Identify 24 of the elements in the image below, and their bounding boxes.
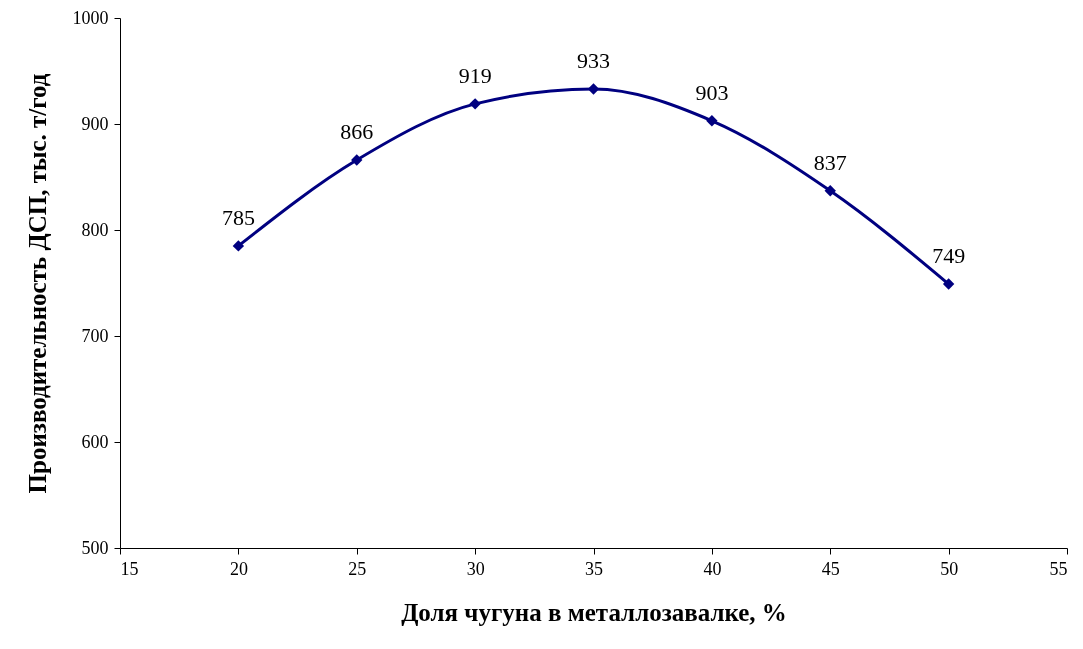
y-tick-label: 500 (81, 537, 109, 558)
x-tick-label: 20 (229, 558, 248, 579)
y-tick-label: 700 (81, 325, 109, 346)
x-tick-label: 25 (348, 558, 367, 579)
x-tick-label: 50 (940, 558, 959, 579)
x-tick-label: 15 (120, 558, 139, 579)
data-label: 785 (221, 204, 255, 230)
x-tick-label: 40 (703, 558, 722, 579)
data-label: 933 (577, 48, 610, 74)
x-tick-label: 30 (466, 558, 485, 579)
data-label: 919 (458, 62, 492, 88)
y-tick-label: 600 (81, 431, 109, 452)
data-label: 903 (695, 79, 729, 105)
y-axis-title: Производительность ДСП, тыс. т/год (23, 73, 51, 494)
x-tick-label: 55 (1049, 558, 1068, 579)
data-label: 749 (932, 243, 966, 269)
y-tick-label: 800 (81, 219, 109, 240)
y-tick-label: 1000 (72, 7, 109, 28)
data-label: 837 (813, 149, 847, 175)
data-label: 866 (340, 119, 374, 145)
x-tick-label: 45 (821, 558, 840, 579)
x-axis-title: Доля чугуна в металлозавалке, % (401, 598, 787, 626)
y-tick-label: 900 (81, 113, 109, 134)
x-tick-label: 35 (585, 558, 603, 579)
